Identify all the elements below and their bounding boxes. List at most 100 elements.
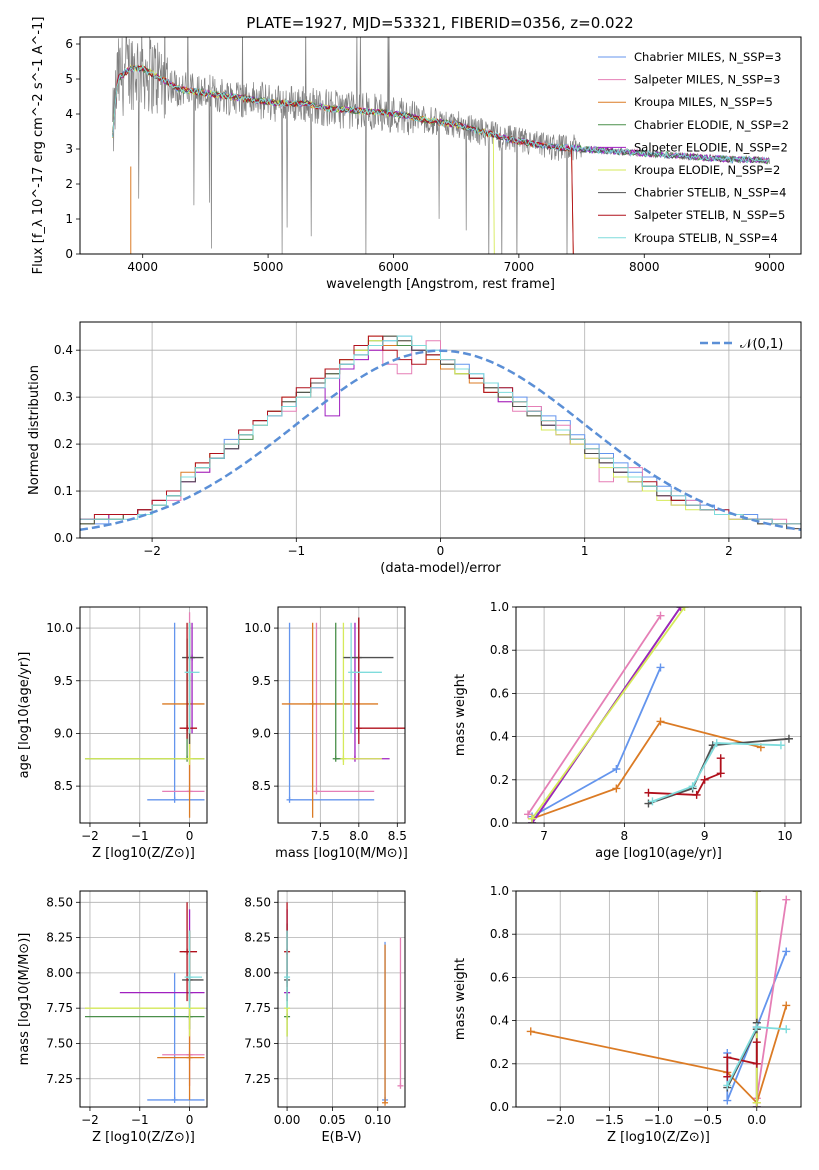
legend-label-4: Salpeter ELODIE, N_SSP=2	[634, 140, 788, 154]
weight-marker-2	[612, 784, 621, 793]
weight-marker-5	[752, 1098, 761, 1107]
weight-marker-8	[776, 741, 785, 750]
x-axis-label: Z [log10(Z/Z⊙)]	[607, 1130, 710, 1145]
y-tick-label: 1.0	[490, 600, 509, 614]
weight-marker-8	[782, 1025, 791, 1034]
legend-label-3: Chabrier ELODIE, N_SSP=2	[634, 118, 789, 132]
legend-label-5: Kroupa ELODIE, N_SSP=2	[634, 163, 780, 177]
weight-marker-1	[524, 810, 533, 819]
x-tick-label: 0.00	[274, 1113, 301, 1127]
panel-ebv_mass: 0.00 0.05 0.10 7.25 7.50 7.75 8.00 8.25 8.50 E(B-…	[244, 890, 406, 1145]
x-tick-label: 6000	[378, 260, 409, 274]
x-axis-label: E(B-V)	[321, 1130, 361, 1145]
x-tick-label: 0.05	[319, 1113, 346, 1127]
axes-frame	[79, 321, 802, 539]
panel-z_mass: −2 −1 0 7.25 7.50 7.75 8.00 8.25 8.50 Z [log10(Z/…	[17, 890, 208, 1145]
plot-area	[84, 612, 205, 818]
weight-marker-7	[700, 775, 709, 784]
x-tick-label: 0	[186, 829, 194, 843]
x-axis-label: age [log10(age/yr)]	[595, 846, 722, 861]
weight-line-5	[531, 607, 686, 820]
y-tick-label: 7.25	[244, 1072, 271, 1086]
x-tick-label: −2	[143, 544, 161, 558]
y-tick-label: 7.75	[46, 1001, 73, 1015]
axes-frame	[79, 606, 208, 824]
weight-marker-0	[723, 1096, 732, 1105]
y-tick-label: 0.0	[490, 816, 509, 830]
figure-title: PLATE=1927, MJD=53321, FIBERID=0356, z=0…	[246, 14, 633, 32]
x-tick-label: 0.0	[747, 1113, 766, 1127]
x-tick-label: 1	[581, 544, 589, 558]
x-tick-label: 2	[725, 544, 733, 558]
weight-marker-5	[680, 607, 689, 611]
weight-marker-8	[752, 1023, 761, 1032]
plot-area	[524, 607, 793, 823]
weight-marker-8	[712, 739, 721, 748]
y-tick-label: 0.8	[490, 643, 509, 657]
weight-marker-2	[782, 1001, 791, 1010]
y-tick-label: 8.50	[46, 895, 73, 909]
axes-frame	[277, 890, 406, 1108]
x-tick-label: 7.5	[311, 829, 330, 843]
weight-marker-7	[692, 790, 701, 799]
weight-marker-0	[612, 765, 621, 773]
y-tick-label: 0.2	[54, 437, 73, 451]
model-line-7	[112, 65, 574, 254]
weight-marker-5	[528, 814, 537, 823]
weight-marker-7	[723, 1053, 732, 1062]
weight-marker-0	[782, 947, 791, 956]
x-tick-label: −2.0	[546, 1113, 575, 1127]
x-tick-label: 8000	[629, 260, 660, 274]
legend-label-1: Salpeter MILES, N_SSP=3	[634, 73, 780, 87]
y-tick-label: 8.25	[244, 931, 271, 945]
y-axis-label: Flux [f_λ 10^-17 erg cm^-2 s^-1 A^-1]	[31, 17, 46, 275]
y-tick-label: 8.5	[54, 779, 73, 793]
x-axis-label: mass [log10(M/M⊙)]	[275, 846, 408, 861]
y-tick-label: 0.6	[490, 970, 509, 984]
plot-area	[112, 37, 771, 254]
x-tick-label: 0	[186, 1113, 194, 1127]
y-tick-label: 0.0	[490, 1100, 509, 1114]
plot-area	[84, 902, 205, 1103]
weight-marker-7	[644, 788, 653, 797]
weight-marker-2	[526, 1027, 535, 1036]
weight-line-2	[530, 1005, 788, 1105]
x-tick-label: 7000	[504, 260, 535, 274]
legend-label-0: Chabrier MILES, N_SSP=3	[634, 50, 781, 64]
y-tick-label: 9.5	[252, 674, 271, 688]
x-axis-label: (data-model)/error	[380, 561, 501, 576]
weight-marker-8	[723, 1081, 732, 1090]
weight-marker-7	[752, 1038, 761, 1047]
y-tick-label: 9.0	[54, 726, 73, 740]
weight-marker-6	[644, 799, 653, 808]
y-tick-label: 8.50	[244, 895, 271, 909]
weight-line-1	[527, 615, 662, 815]
model-line-2	[112, 64, 574, 254]
y-tick-label: 9.0	[252, 726, 271, 740]
y-tick-label: 0.4	[490, 1014, 509, 1028]
x-tick-label: 9	[701, 829, 709, 843]
x-tick-label: 7	[540, 829, 548, 843]
weight-marker-5	[752, 891, 761, 895]
y-tick-label: 0.2	[490, 773, 509, 787]
x-tick-label: 9000	[754, 260, 785, 274]
weight-marker-7	[723, 1072, 732, 1081]
legend-label-7: Salpeter STELIB, N_SSP=5	[634, 208, 785, 222]
x-tick-label: 8.0	[349, 829, 368, 843]
plots-container: 4000 5000 6000 7000 8000 90000123456wavelengt…	[17, 17, 802, 1145]
y-tick-label: 10.0	[46, 621, 73, 635]
y-tick-label: 3	[65, 142, 73, 156]
legend-label-6: Chabrier STELIB, N_SSP=4	[634, 186, 786, 200]
normal-curve	[80, 349, 801, 532]
axes-frame	[515, 890, 802, 1108]
y-tick-label: 10.0	[244, 621, 271, 635]
plot-area	[80, 335, 801, 532]
panel-mass_age: 7.5 8.0 8.5 8.5 9.0 9.5 10.0 mass [log10(M/M⊙)]	[244, 606, 408, 861]
y-axis-label: Normed distribution	[27, 365, 42, 495]
y-tick-label: 8.5	[252, 779, 271, 793]
y-tick-label: 6	[65, 37, 73, 51]
y-tick-label: 4	[65, 107, 73, 121]
y-tick-label: 7.75	[244, 1001, 271, 1015]
y-tick-label: 0.1	[54, 484, 73, 498]
weight-marker-1	[656, 611, 665, 620]
